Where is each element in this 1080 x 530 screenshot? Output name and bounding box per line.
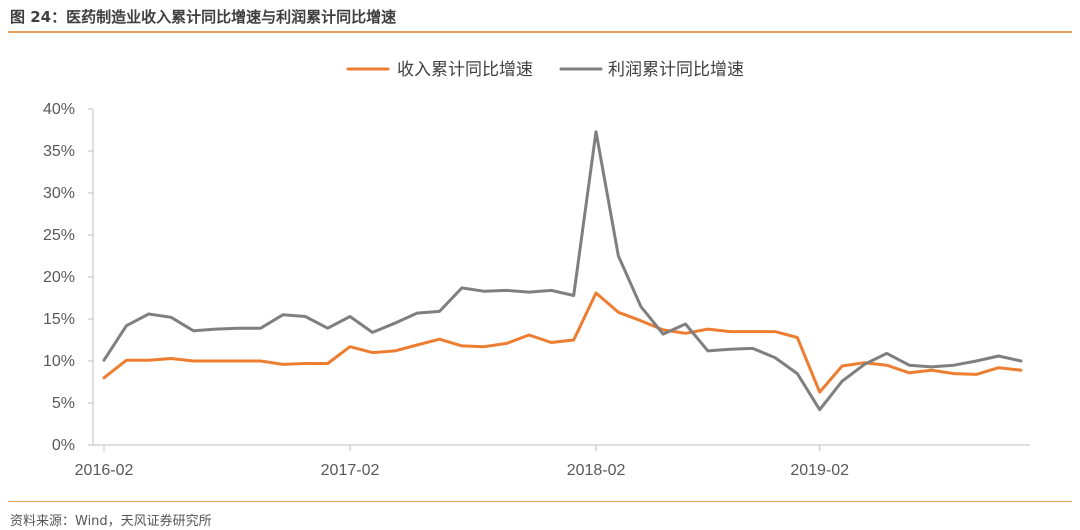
y-tick-label: 15% (43, 311, 75, 328)
x-tick-label: 2018-02 (567, 462, 626, 479)
footer-divider (8, 501, 1072, 502)
revenue-growth-line (102, 291, 1023, 394)
y-tick-label: 0% (52, 437, 75, 454)
x-tick-label: 2019-02 (790, 462, 849, 479)
y-tick-label: 20% (43, 269, 75, 286)
profit-growth-line (102, 130, 1023, 412)
legend-label: 收入累计同比增速 (397, 60, 533, 80)
y-tick-label: 25% (43, 227, 75, 244)
y-tick-label: 10% (43, 353, 75, 370)
title-divider (8, 31, 1072, 33)
x-axis: 2016-02 2017-02 2018-02 2019-02 (75, 444, 1030, 479)
series-layer (102, 130, 1023, 412)
x-tick-label: 2017-02 (321, 462, 380, 479)
legend: 收入累计同比增速 利润累计同比增速 (346, 60, 744, 80)
line-chart: 0% 5% 10% 15% 20% 25% 30% 35% 40% 2016-02 2017-02… (43, 60, 1030, 479)
y-axis: 0% 5% 10% 15% 20% 25% 30% 35% 40% (43, 101, 94, 454)
x-tick-label: 2016-02 (75, 462, 134, 479)
source-note: 资料来源：Wind，天风证券研究所 (10, 514, 212, 529)
y-tick-label: 35% (43, 143, 75, 160)
y-tick-label: 40% (43, 101, 75, 118)
y-tick-label: 5% (52, 395, 75, 412)
legend-label: 利润累计同比增速 (608, 60, 744, 80)
y-tick-label: 30% (43, 185, 75, 202)
chart-title: 图 24：医药制造业收入累计同比增速与利润累计同比增速 (10, 8, 397, 26)
